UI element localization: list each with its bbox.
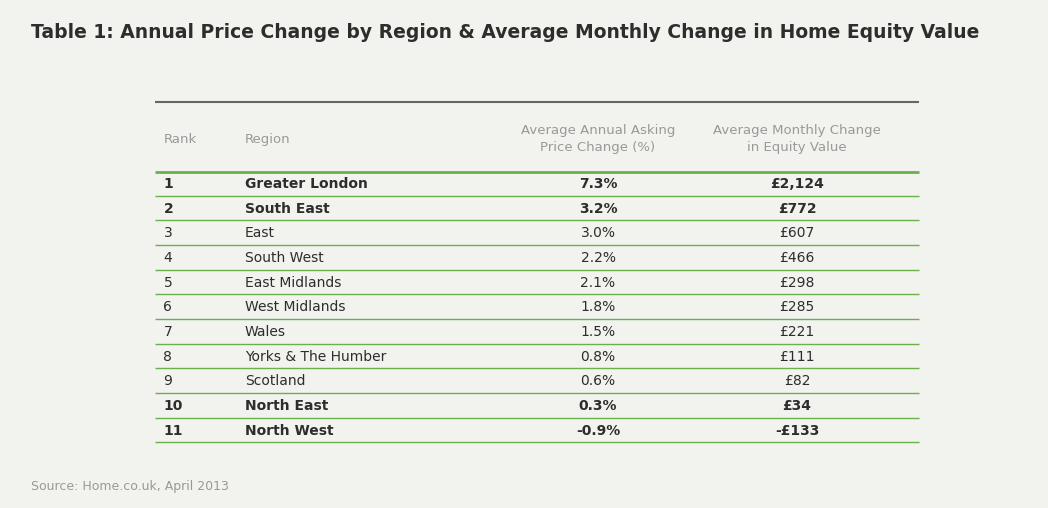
Text: £772: £772 <box>778 202 816 216</box>
Text: Wales: Wales <box>245 325 286 339</box>
Text: 0.8%: 0.8% <box>581 350 615 364</box>
Text: 1: 1 <box>163 177 173 191</box>
Text: 8: 8 <box>163 350 172 364</box>
Text: £111: £111 <box>780 350 814 364</box>
Text: 6: 6 <box>163 300 172 314</box>
Text: £607: £607 <box>780 227 814 240</box>
Text: East: East <box>245 227 275 240</box>
Text: 0.3%: 0.3% <box>578 399 617 413</box>
Text: 3.0%: 3.0% <box>581 227 615 240</box>
Text: £34: £34 <box>783 399 811 413</box>
Text: Greater London: Greater London <box>245 177 368 191</box>
Text: Average Annual Asking
Price Change (%): Average Annual Asking Price Change (%) <box>521 124 675 154</box>
Text: 3: 3 <box>163 227 172 240</box>
Text: 10: 10 <box>163 399 182 413</box>
Text: 1.8%: 1.8% <box>581 300 615 314</box>
Text: Rank: Rank <box>163 133 197 146</box>
Text: East Midlands: East Midlands <box>245 276 341 290</box>
Text: 3.2%: 3.2% <box>578 202 617 216</box>
Text: £285: £285 <box>780 300 814 314</box>
Text: 2.2%: 2.2% <box>581 251 615 265</box>
Text: 0.6%: 0.6% <box>581 374 615 388</box>
Text: Average Monthly Change
in Equity Value: Average Monthly Change in Equity Value <box>713 124 881 154</box>
Text: 1.5%: 1.5% <box>581 325 615 339</box>
Text: 9: 9 <box>163 374 172 388</box>
Text: North East: North East <box>245 399 328 413</box>
Text: Table 1: Annual Price Change by Region & Average Monthly Change in Home Equity V: Table 1: Annual Price Change by Region &… <box>31 23 980 42</box>
Text: 2.1%: 2.1% <box>581 276 615 290</box>
Text: West Midlands: West Midlands <box>245 300 345 314</box>
Text: -£133: -£133 <box>774 424 820 437</box>
Text: Yorks & The Humber: Yorks & The Humber <box>245 350 386 364</box>
Text: -0.9%: -0.9% <box>576 424 620 437</box>
Text: 11: 11 <box>163 424 183 437</box>
Text: 4: 4 <box>163 251 172 265</box>
Text: Scotland: Scotland <box>245 374 305 388</box>
Text: £466: £466 <box>780 251 814 265</box>
Text: 7.3%: 7.3% <box>578 177 617 191</box>
Text: North West: North West <box>245 424 333 437</box>
Text: 7: 7 <box>163 325 172 339</box>
Text: 5: 5 <box>163 276 172 290</box>
Text: £82: £82 <box>784 374 810 388</box>
Text: £2,124: £2,124 <box>770 177 824 191</box>
Text: Region: Region <box>245 133 290 146</box>
Text: South West: South West <box>245 251 324 265</box>
Text: £221: £221 <box>780 325 814 339</box>
Text: 2: 2 <box>163 202 173 216</box>
Text: Source: Home.co.uk, April 2013: Source: Home.co.uk, April 2013 <box>31 480 230 493</box>
Text: South East: South East <box>245 202 329 216</box>
Text: £298: £298 <box>780 276 814 290</box>
